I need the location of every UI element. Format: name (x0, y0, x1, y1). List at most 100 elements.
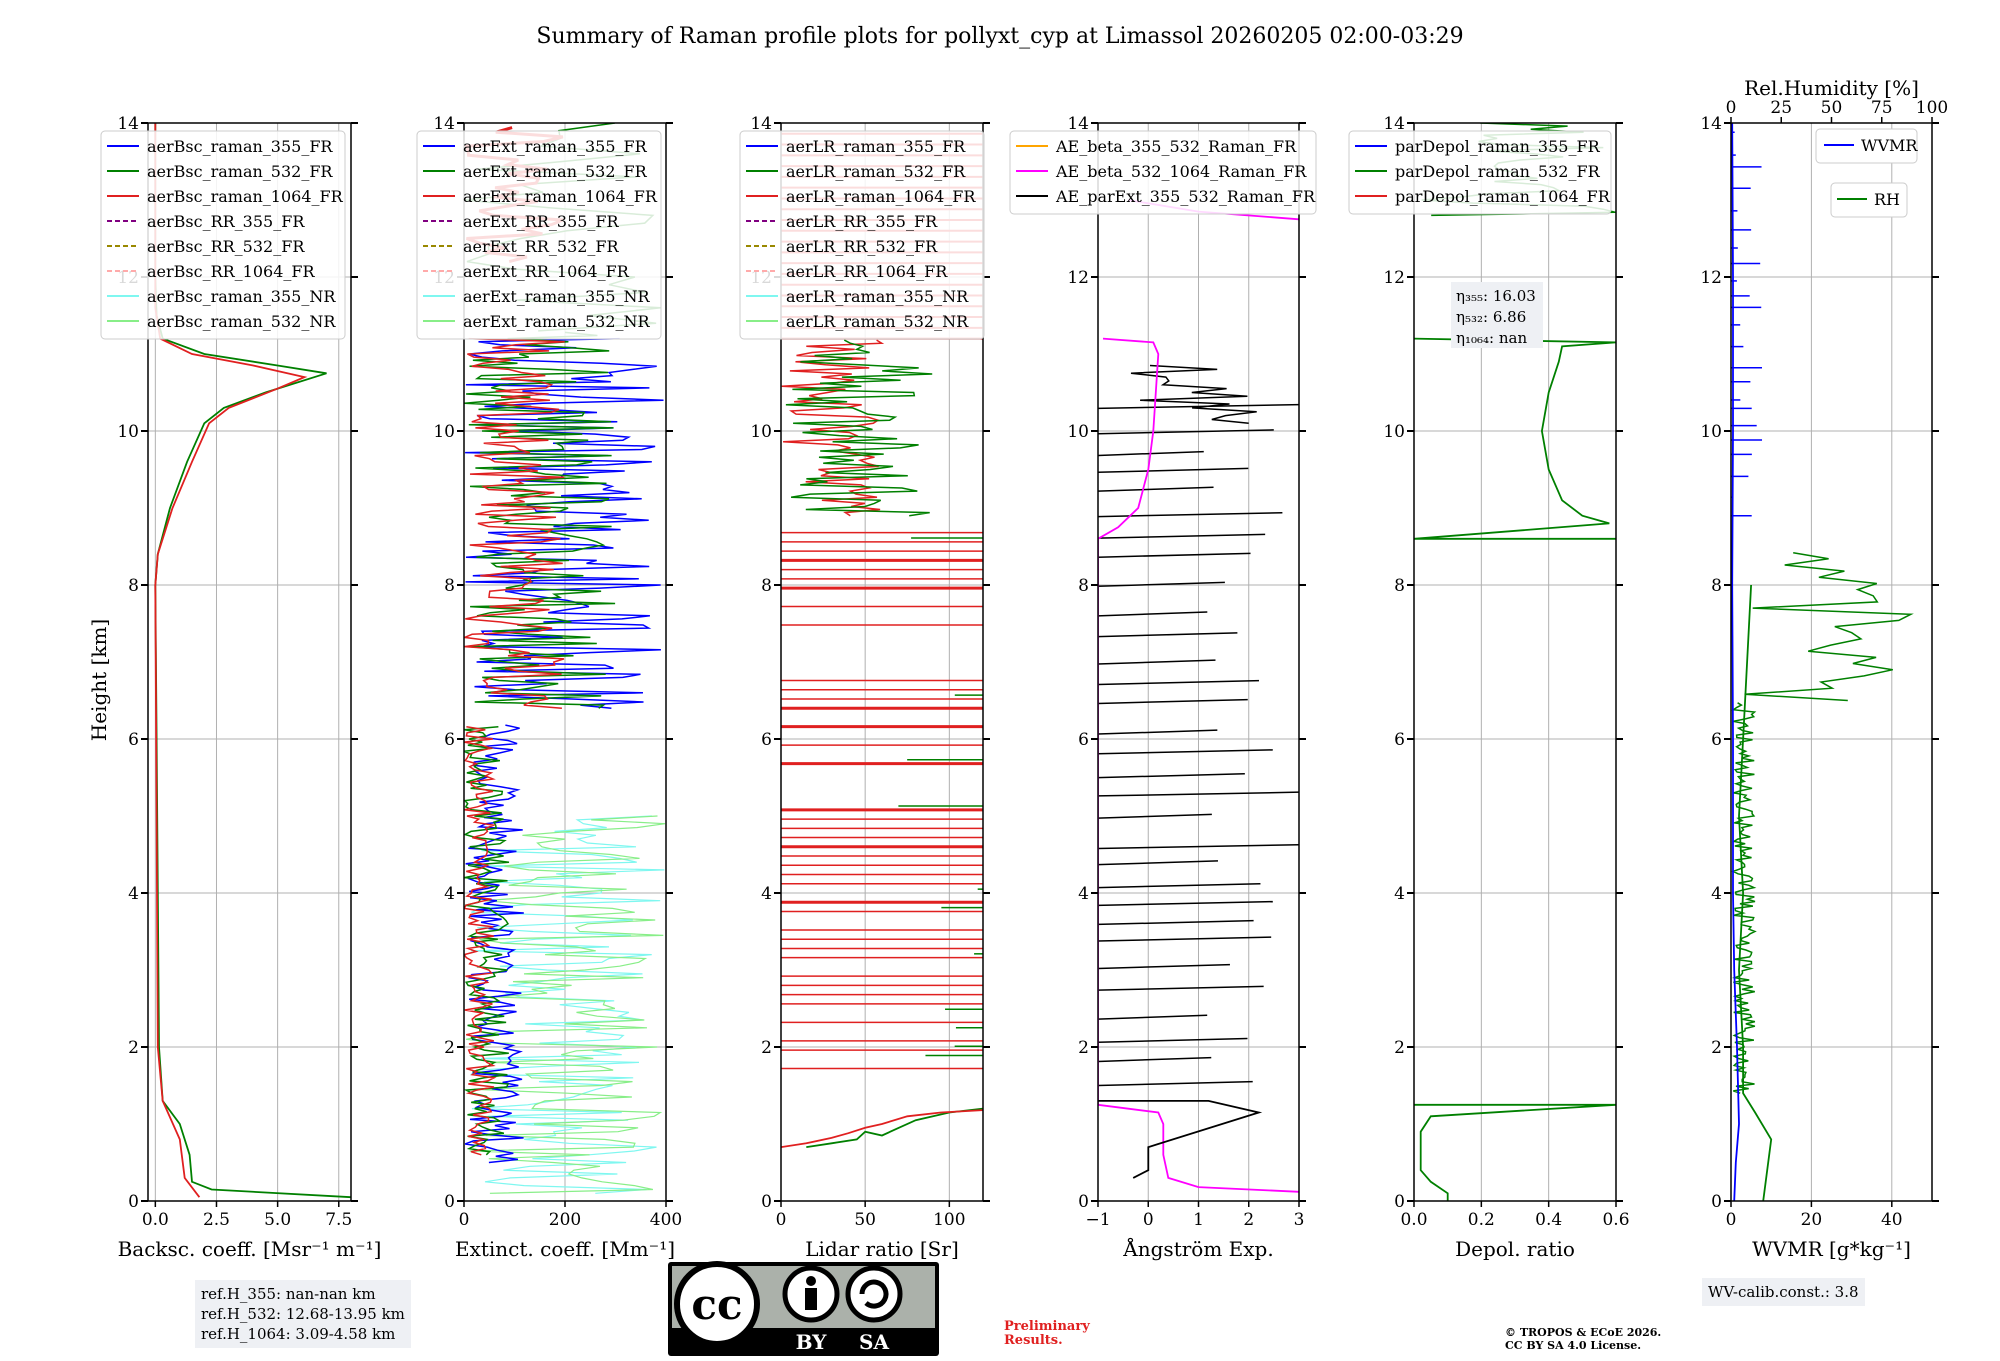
axes-frame (780, 122, 984, 1202)
y-tick-label: 4 (1711, 884, 1722, 904)
y-tick-label: 6 (128, 730, 139, 750)
series-line (470, 815, 665, 1194)
series-line (1098, 1014, 1208, 1020)
wv-calibration-box: WV-calib.const.: 3.8 (1702, 1278, 1865, 1306)
series-line (1098, 467, 1249, 474)
y-tick-label: 0 (761, 1192, 772, 1212)
eta-box (1451, 282, 1543, 348)
y-tick-label: 4 (444, 884, 455, 904)
panel-extinction: 020040002468101214Extinct. coeff. [Mm⁻¹]… (416, 114, 682, 1261)
legend-label: aerExt_raman_532_NR (463, 312, 651, 331)
series-line (1098, 963, 1230, 970)
series-line (465, 815, 666, 1194)
sa-label: SA (859, 1330, 889, 1354)
y-tick-label: 2 (444, 1038, 455, 1058)
x-tick-label: 1 (1193, 1210, 1204, 1230)
eta-value: η₃₅₅: 16.03 (1456, 287, 1536, 305)
series-line (1098, 679, 1259, 686)
y-tick-label: 6 (761, 730, 772, 750)
y-tick-label: 14 (433, 114, 455, 134)
y-tick-label: 14 (1383, 114, 1405, 134)
y-tick-label: 2 (1078, 1038, 1089, 1058)
series-line (1098, 698, 1248, 705)
series-line (1098, 860, 1219, 866)
y-tick-label: 0 (1394, 1192, 1405, 1212)
y-tick-label: 6 (444, 730, 455, 750)
y-tick-label: 10 (750, 422, 772, 442)
y-tick-label: 12 (1700, 268, 1722, 288)
series-line (1098, 429, 1274, 435)
y-tick-label: 10 (433, 422, 455, 442)
x-tick-label: 400 (650, 1210, 682, 1230)
legend-label: aerLR_raman_532_NR (786, 312, 969, 331)
x-tick-label: 0.0 (142, 1210, 169, 1230)
legend-label: aerExt_RR_355_FR (463, 212, 620, 231)
axes-frame (463, 122, 667, 1202)
series-WVMR (1731, 123, 1740, 1201)
x-axis-label: Ångström Exp. (1122, 1236, 1273, 1261)
y-tick-label: 0 (1078, 1192, 1089, 1212)
y-tick-label: 14 (1700, 114, 1722, 134)
legend-label: aerBsc_RR_355_FR (147, 212, 305, 231)
x2-tick-label: 100 (1916, 98, 1948, 118)
x-tick-label: 100 (933, 1210, 965, 1230)
series-line (785, 339, 933, 517)
x-tick-label: 5.0 (264, 1210, 291, 1230)
series-line (1098, 749, 1273, 755)
x2-tick-label: 75 (1871, 98, 1893, 118)
y-tick-label: 6 (1711, 730, 1722, 750)
y-tick-label: 0 (1711, 1192, 1722, 1212)
y-tick-label: 8 (444, 576, 455, 596)
panel-lidar_ratio: 05010002468101214Lidar ratio [Sr]aerLR_r… (739, 114, 990, 1261)
x-tick-label: 40 (1881, 1210, 1903, 1230)
legend-label: aerLR_raman_532_FR (786, 162, 966, 181)
y-tick-label: 2 (1711, 1038, 1722, 1058)
legend-label: parDepol_raman_532_FR (1395, 162, 1601, 181)
series-line (1098, 985, 1264, 991)
preliminary-note: Preliminary Results. (1004, 1319, 1090, 1348)
legend-label: RH (1874, 190, 1900, 209)
cc-icon-text: cc (691, 1280, 742, 1329)
x-tick-label: 0 (459, 1210, 470, 1230)
x-tick-label: 0 (1726, 1210, 1737, 1230)
legend-box (1830, 182, 1908, 218)
panel-depol: 0.0 0.2 0.4 0.6 0 2 4 6 8 10 12 14 Depol. ratio parDe… (1348, 114, 1630, 1261)
series-line (1098, 552, 1251, 558)
legend-box (100, 130, 346, 340)
legend-label: aerLR_raman_1064_FR (786, 187, 976, 206)
x-tick-label: −1 (1085, 1210, 1110, 1230)
series-parDepol_raman_532_FR_upper (1414, 337, 1616, 540)
series-line (1098, 882, 1261, 889)
series-line (464, 337, 565, 709)
plot-area (1098, 199, 1299, 1193)
axes-frame (147, 122, 352, 1202)
axes-frame (1730, 122, 1933, 1202)
cc-icon (674, 1261, 760, 1347)
wv-calibration-constant: WV-calib.const.: 3.8 (1708, 1283, 1859, 1301)
series-line (1098, 511, 1283, 518)
legend-label: aerBsc_raman_355_NR (147, 287, 336, 306)
x-tick-label: 0 (1143, 1210, 1154, 1230)
y-tick-label: 6 (1078, 730, 1089, 750)
series-aerLR_raman_532_FR (806, 1107, 983, 1148)
series-line (1098, 813, 1212, 819)
x-tick-label: 50 (854, 1210, 876, 1230)
legend-label: aerBsc_raman_1064_FR (147, 187, 344, 206)
x-tick-label: 200 (549, 1210, 581, 1230)
series-parDepol_raman_532_FR (1414, 1103, 1616, 1201)
y-axis-label: Height [km] (87, 619, 111, 741)
y-tick-label: 14 (1067, 114, 1089, 134)
x-axis-label: Lidar ratio [Sr] (805, 1237, 959, 1261)
legend-label: aerExt_raman_355_NR (463, 287, 651, 306)
y-tick-label: 12 (1383, 268, 1405, 288)
x-tick-label: 2 (1243, 1210, 1254, 1230)
y-tick-label: 8 (1078, 576, 1089, 596)
y-tick-label: 4 (761, 884, 772, 904)
legend-label: aerLR_RR_1064_FR (786, 262, 948, 281)
legend-label: aerExt_raman_355_FR (463, 137, 648, 156)
series-line (1744, 551, 1914, 702)
x-axis-label: Backsc. coeff. [Msr⁻¹ m⁻¹] (118, 1237, 382, 1261)
legend-label: aerLR_RR_532_FR (786, 237, 938, 256)
